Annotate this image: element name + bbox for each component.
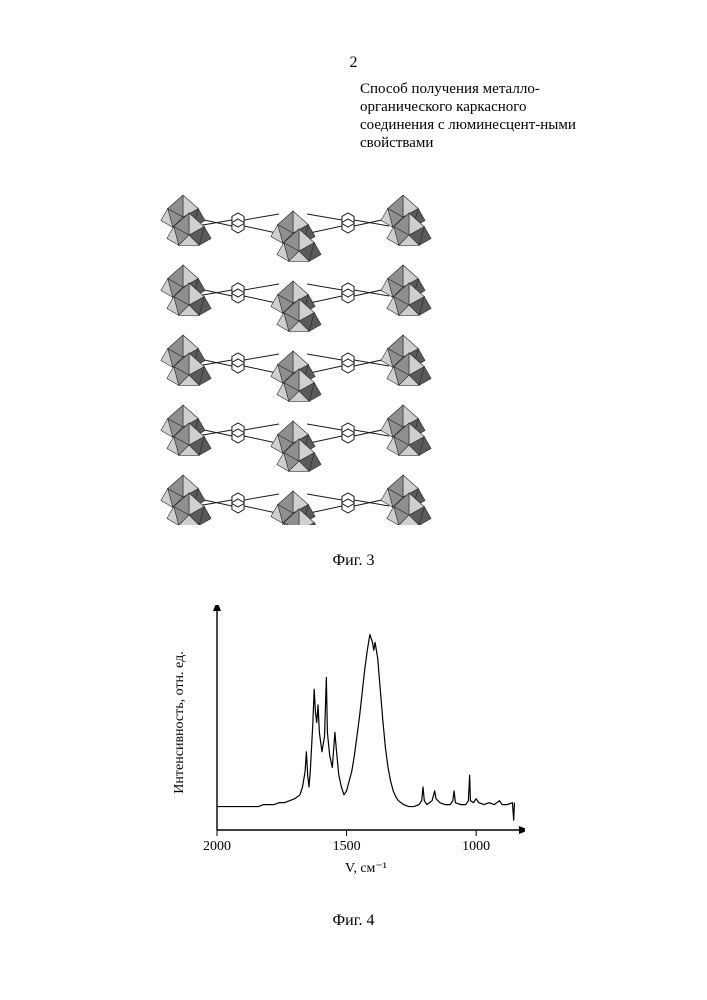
document-title: Способ получения металло-органического к… xyxy=(360,80,590,152)
page-number: 2 xyxy=(0,54,707,72)
figure-3-image xyxy=(153,195,433,525)
svg-text:1000: 1000 xyxy=(462,839,490,854)
figure-4-caption: Фиг. 4 xyxy=(0,912,707,930)
svg-text:Интенсивность, отн. ед.: Интенсивность, отн. ед. xyxy=(172,651,187,793)
svg-text:V, см⁻¹: V, см⁻¹ xyxy=(345,861,387,876)
svg-text:1500: 1500 xyxy=(333,839,361,854)
figure-3-caption: Фиг. 3 xyxy=(0,552,707,570)
svg-text:2000: 2000 xyxy=(203,839,231,854)
figure-4-chart: 2000 1500 1000 V, см⁻¹ Интенсивность, отн. е… xyxy=(155,605,525,895)
